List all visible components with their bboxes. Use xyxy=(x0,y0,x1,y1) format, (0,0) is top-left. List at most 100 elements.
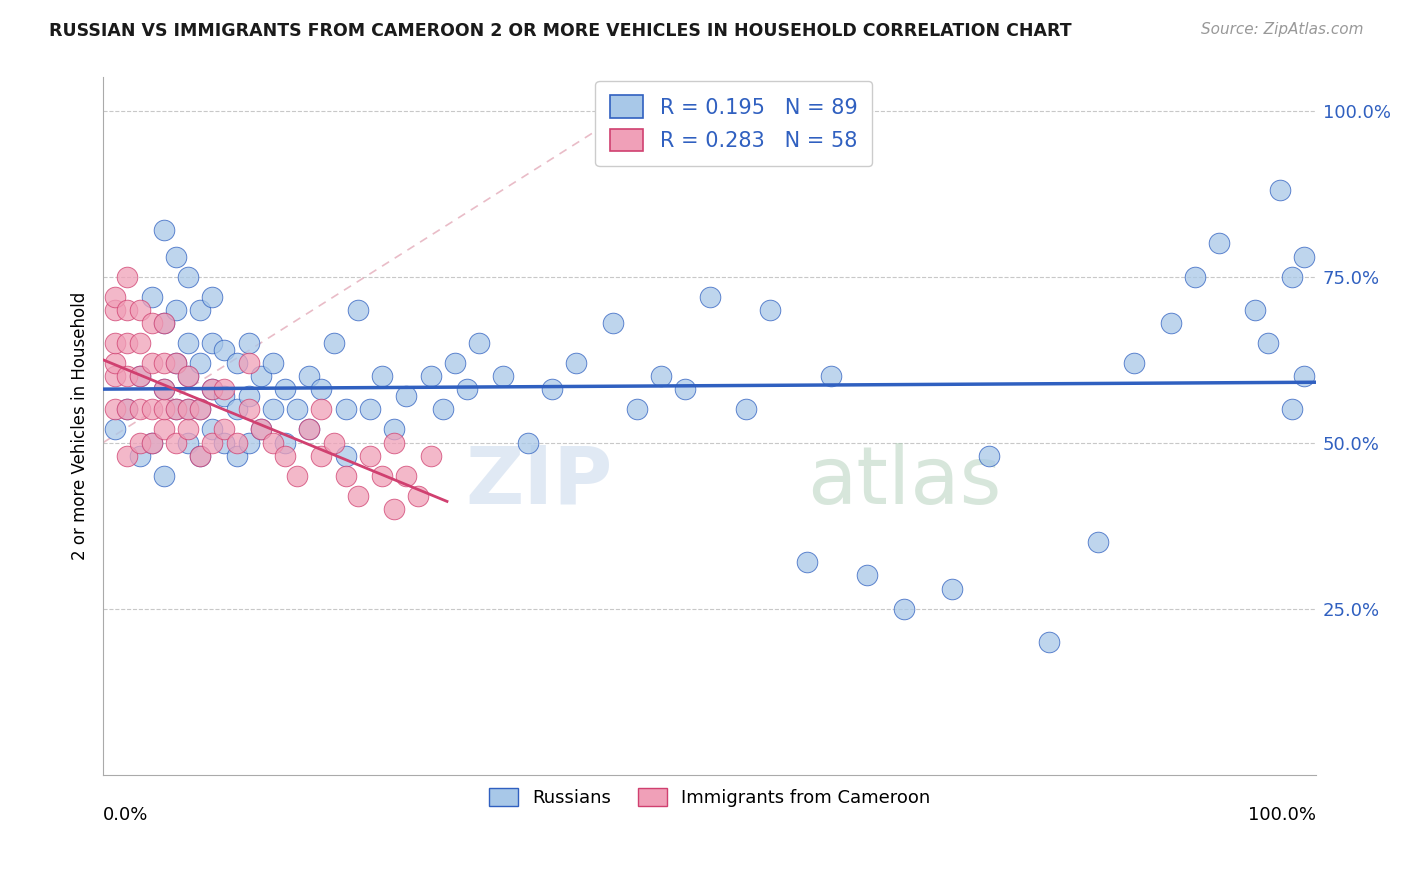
Point xyxy=(165,356,187,370)
Point xyxy=(128,336,150,351)
Point xyxy=(117,302,139,317)
Point xyxy=(201,289,224,303)
Point xyxy=(395,468,418,483)
Point xyxy=(141,435,163,450)
Point xyxy=(141,289,163,303)
Point xyxy=(249,369,271,384)
Point xyxy=(201,422,224,436)
Y-axis label: 2 or more Vehicles in Household: 2 or more Vehicles in Household xyxy=(72,292,89,560)
Point xyxy=(152,316,174,330)
Point xyxy=(941,582,963,596)
Point xyxy=(165,302,187,317)
Point xyxy=(893,601,915,615)
Point xyxy=(1160,316,1182,330)
Point xyxy=(165,435,187,450)
Point xyxy=(371,369,394,384)
Point xyxy=(104,302,127,317)
Point xyxy=(322,336,344,351)
Point xyxy=(432,402,454,417)
Point xyxy=(104,356,127,370)
Point xyxy=(699,289,721,303)
Point xyxy=(347,489,370,503)
Point xyxy=(1123,356,1146,370)
Point xyxy=(238,435,260,450)
Point xyxy=(1038,634,1060,648)
Point xyxy=(165,356,187,370)
Point xyxy=(152,383,174,397)
Point xyxy=(1268,183,1291,197)
Point xyxy=(152,383,174,397)
Point xyxy=(225,449,247,463)
Point xyxy=(152,402,174,417)
Point xyxy=(201,336,224,351)
Point xyxy=(225,402,247,417)
Point xyxy=(820,369,842,384)
Point xyxy=(117,269,139,284)
Point xyxy=(104,369,127,384)
Point xyxy=(214,343,236,357)
Point xyxy=(214,435,236,450)
Point xyxy=(382,422,405,436)
Point xyxy=(188,449,211,463)
Point xyxy=(516,435,538,450)
Point xyxy=(165,402,187,417)
Point xyxy=(602,316,624,330)
Text: atlas: atlas xyxy=(807,442,1001,521)
Point xyxy=(311,402,333,417)
Point xyxy=(117,402,139,417)
Point xyxy=(177,422,200,436)
Point xyxy=(419,369,441,384)
Text: ZIP: ZIP xyxy=(465,442,613,521)
Point xyxy=(141,402,163,417)
Point xyxy=(1208,236,1230,251)
Point xyxy=(1281,269,1303,284)
Point xyxy=(214,389,236,403)
Point xyxy=(152,316,174,330)
Text: 100.0%: 100.0% xyxy=(1249,806,1316,824)
Point xyxy=(201,383,224,397)
Point xyxy=(128,449,150,463)
Point xyxy=(128,302,150,317)
Point xyxy=(238,402,260,417)
Point xyxy=(274,435,297,450)
Point xyxy=(311,383,333,397)
Point xyxy=(1244,302,1267,317)
Point xyxy=(262,402,284,417)
Point xyxy=(238,336,260,351)
Point xyxy=(177,435,200,450)
Point xyxy=(177,269,200,284)
Point xyxy=(117,336,139,351)
Point xyxy=(408,489,430,503)
Point xyxy=(796,555,818,569)
Point xyxy=(298,369,321,384)
Point xyxy=(1292,250,1315,264)
Point xyxy=(395,389,418,403)
Point xyxy=(419,449,441,463)
Point xyxy=(274,383,297,397)
Point xyxy=(177,336,200,351)
Point xyxy=(444,356,467,370)
Point xyxy=(188,402,211,417)
Point xyxy=(298,422,321,436)
Point xyxy=(152,468,174,483)
Point xyxy=(214,422,236,436)
Point xyxy=(225,435,247,450)
Point xyxy=(177,369,200,384)
Point xyxy=(141,435,163,450)
Point xyxy=(214,383,236,397)
Point xyxy=(285,402,308,417)
Point xyxy=(382,435,405,450)
Point xyxy=(335,449,357,463)
Point xyxy=(759,302,782,317)
Point xyxy=(541,383,564,397)
Point xyxy=(128,402,150,417)
Point xyxy=(262,435,284,450)
Point xyxy=(371,468,394,483)
Text: RUSSIAN VS IMMIGRANTS FROM CAMEROON 2 OR MORE VEHICLES IN HOUSEHOLD CORRELATION : RUSSIAN VS IMMIGRANTS FROM CAMEROON 2 OR… xyxy=(49,22,1071,40)
Point xyxy=(104,336,127,351)
Point xyxy=(1087,535,1109,549)
Point xyxy=(188,302,211,317)
Point xyxy=(152,356,174,370)
Point xyxy=(117,369,139,384)
Point xyxy=(104,289,127,303)
